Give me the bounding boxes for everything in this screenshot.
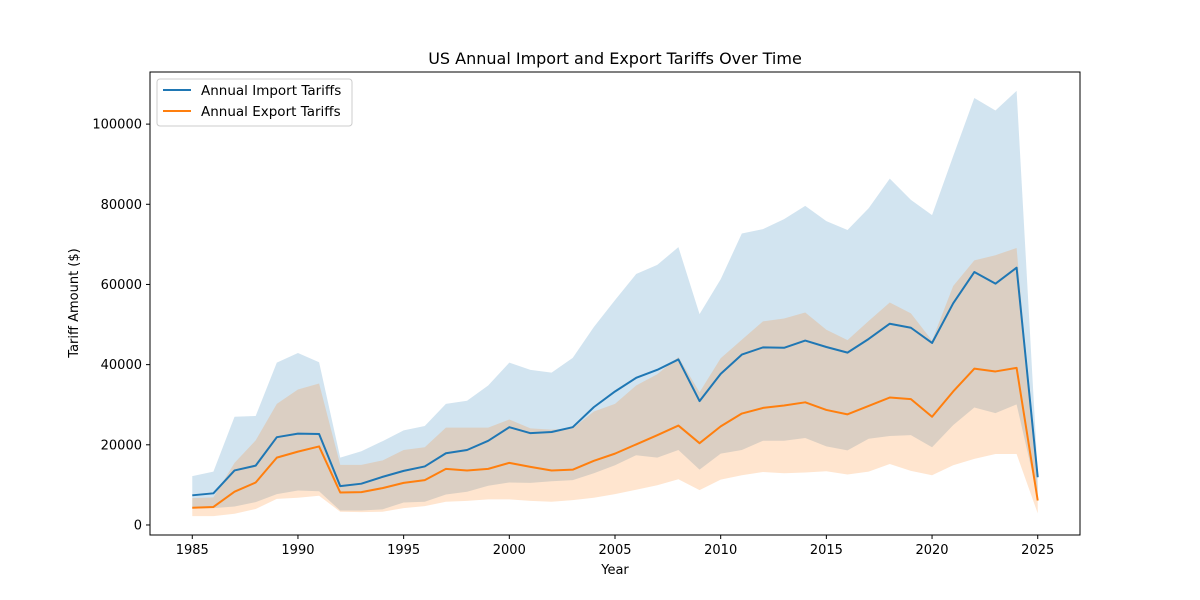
y-axis-title: Tariff Amount ($) (67, 248, 82, 358)
x-tick-label: 1990 (281, 543, 314, 558)
x-axis: 1985 1990 1995 2000 2005 2010 2015 2020 2025 (176, 535, 1054, 558)
series-1-band (192, 247, 1038, 517)
x-tick-label: 1995 (387, 543, 420, 558)
legend-box (156, 78, 353, 127)
y-tick-label: 60000 (101, 278, 142, 293)
x-tick-label: 2015 (810, 543, 843, 558)
x-tick-label: 2005 (598, 543, 631, 558)
confidence-bands (192, 90, 1038, 517)
legend-label: Annual Import Tariffs (201, 83, 341, 99)
x-tick-label: 2025 (1021, 543, 1054, 558)
y-tick-label: 40000 (101, 358, 142, 373)
y-tick-label: 0 (134, 518, 142, 533)
x-tick-label: 2020 (915, 543, 948, 558)
chart-title: US Annual Import and Export Tariffs Over… (428, 49, 802, 68)
y-tick-label: 20000 (101, 438, 142, 453)
legend: Annual Import Tariffs Annual Export Tarif… (156, 78, 353, 127)
x-tick-label: 2010 (704, 543, 737, 558)
y-tick-label: 80000 (101, 198, 142, 213)
series-0-band (192, 90, 1038, 511)
y-axis: 0 20000 40000 60000 80000 100000 (92, 118, 150, 533)
y-tick-label: 100000 (92, 118, 142, 133)
series-1-line (192, 366, 1039, 509)
x-tick-label: 2000 (493, 543, 526, 558)
legend-label: Annual Export Tariffs (201, 104, 341, 120)
series-lines (192, 266, 1039, 509)
series-0-line (192, 266, 1039, 497)
x-axis-title: Year (600, 563, 629, 578)
x-tick-label: 1985 (176, 543, 209, 558)
